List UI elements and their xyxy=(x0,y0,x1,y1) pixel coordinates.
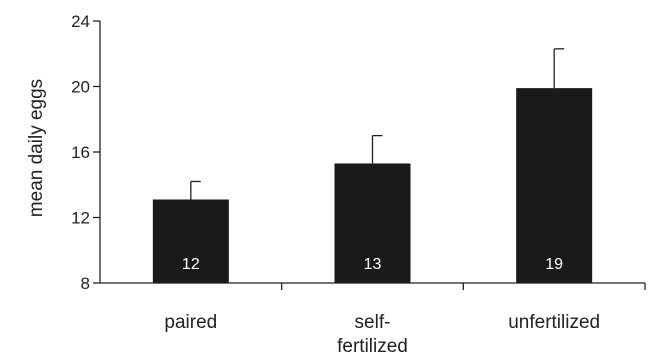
x-category-label: self- xyxy=(355,312,391,333)
bar xyxy=(516,88,593,283)
bar-sample-size: 19 xyxy=(545,256,563,273)
x-axis: paired self-fertilized unfertilized xyxy=(100,282,646,354)
bar-sample-size: 13 xyxy=(364,256,382,273)
x-category-label: unfertilized xyxy=(508,312,600,333)
bar xyxy=(152,199,229,283)
y-tick-label: 16 xyxy=(71,143,90,162)
y-tick-label: 8 xyxy=(81,274,90,293)
x-category-label: fertilized xyxy=(337,336,408,354)
bars: 12 13 19 xyxy=(152,48,593,283)
bar-sample-size: 12 xyxy=(182,256,200,273)
y-tick-label: 20 xyxy=(71,78,90,97)
y-axis-label: mean daily eggs xyxy=(26,79,47,217)
bar xyxy=(334,163,411,283)
y-tick-label: 24 xyxy=(71,12,90,31)
y-axis: 8 12 16 20 24 xyxy=(71,12,101,293)
y-tick-label: 12 xyxy=(71,209,90,228)
x-category-label: paired xyxy=(164,312,217,333)
